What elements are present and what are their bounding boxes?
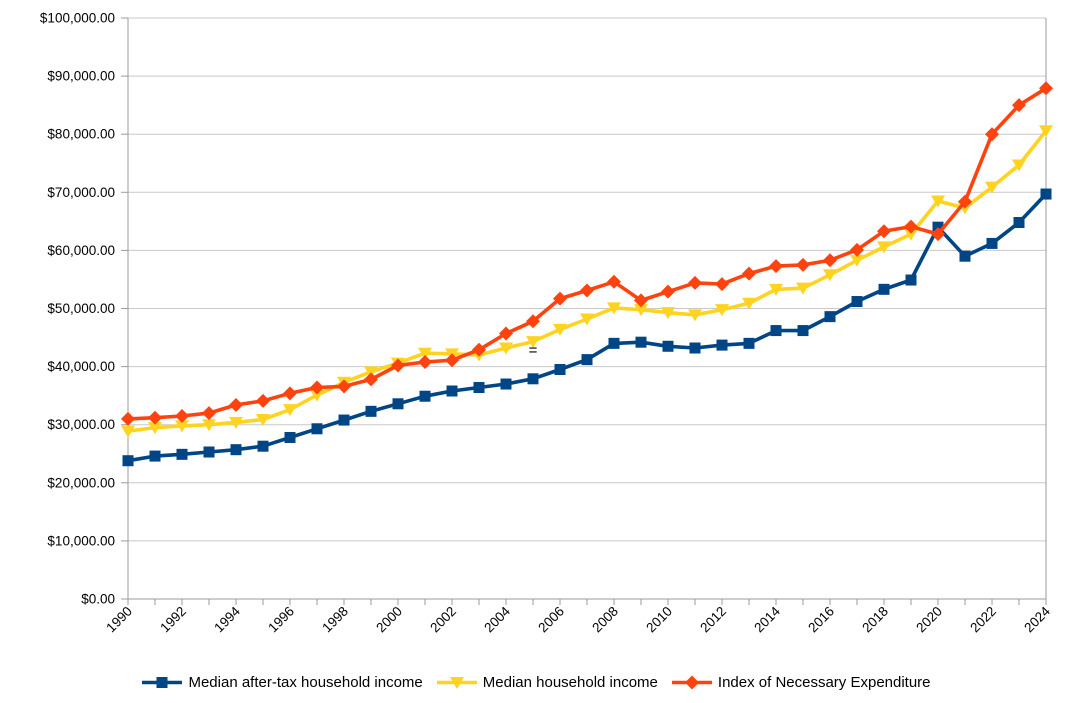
- x-axis-label: 2012: [697, 604, 729, 636]
- legend-marker-triangle-down-icon: [436, 677, 477, 689]
- x-axis-label: 1990: [103, 604, 135, 636]
- legend-item-median-after-tax-household-income: Median after-tax household income: [142, 674, 423, 691]
- y-axis-label: $50,000.00: [47, 301, 115, 316]
- x-axis-label: 2020: [913, 604, 945, 636]
- y-axis-label: $20,000.00: [47, 475, 115, 490]
- y-axis-label: $0.00: [81, 592, 115, 607]
- x-axis-label: 2000: [373, 604, 405, 636]
- x-axis-label: 2002: [427, 604, 459, 636]
- legend-label: Median after-tax household income: [188, 674, 423, 691]
- x-axis-label: 2014: [751, 603, 783, 635]
- x-axis-label: 2004: [481, 603, 513, 635]
- legend-marker-square-icon: [142, 677, 183, 688]
- y-axis-label: $90,000.00: [47, 69, 115, 84]
- y-axis-label: $100,000.00: [40, 11, 115, 26]
- x-axis-label: 1994: [211, 603, 243, 635]
- x-axis-label: 1992: [157, 604, 189, 636]
- legend-label: Median household income: [482, 674, 658, 691]
- x-axis-label: 2022: [967, 604, 999, 636]
- series-index-of-necessary-expenditure: [121, 81, 1053, 426]
- y-axis-label: $80,000.00: [47, 127, 115, 142]
- legend-item-index-of-necessary-expenditure: Index of Necessary Expenditure: [671, 674, 931, 691]
- legend-label: Index of Necessary Expenditure: [717, 674, 931, 691]
- series-median-household-income: [121, 125, 1053, 438]
- legend-item-median-household-income: Median household income: [436, 674, 658, 691]
- x-axis-label: 2024: [1021, 603, 1053, 635]
- annotation-equals: =: [529, 342, 538, 359]
- legend-marker-diamond-icon: [671, 675, 712, 690]
- x-axis-label: 2018: [859, 604, 891, 636]
- y-axis-label: $40,000.00: [47, 359, 115, 374]
- x-axis-label: 2010: [643, 604, 675, 636]
- y-axis-label: $30,000.00: [47, 417, 115, 432]
- x-axis-label: 2008: [589, 604, 621, 636]
- chart-legend: Median after-tax household income Median …: [0, 674, 1073, 691]
- x-axis-label: 1996: [265, 604, 297, 636]
- x-axis-label: 2016: [805, 604, 837, 636]
- x-axis-label: 1998: [319, 604, 351, 636]
- y-axis-label: $70,000.00: [47, 185, 115, 200]
- x-axis-label: 2006: [535, 604, 567, 636]
- y-axis-label: $60,000.00: [47, 243, 115, 258]
- y-axis-label: $10,000.00: [47, 533, 115, 548]
